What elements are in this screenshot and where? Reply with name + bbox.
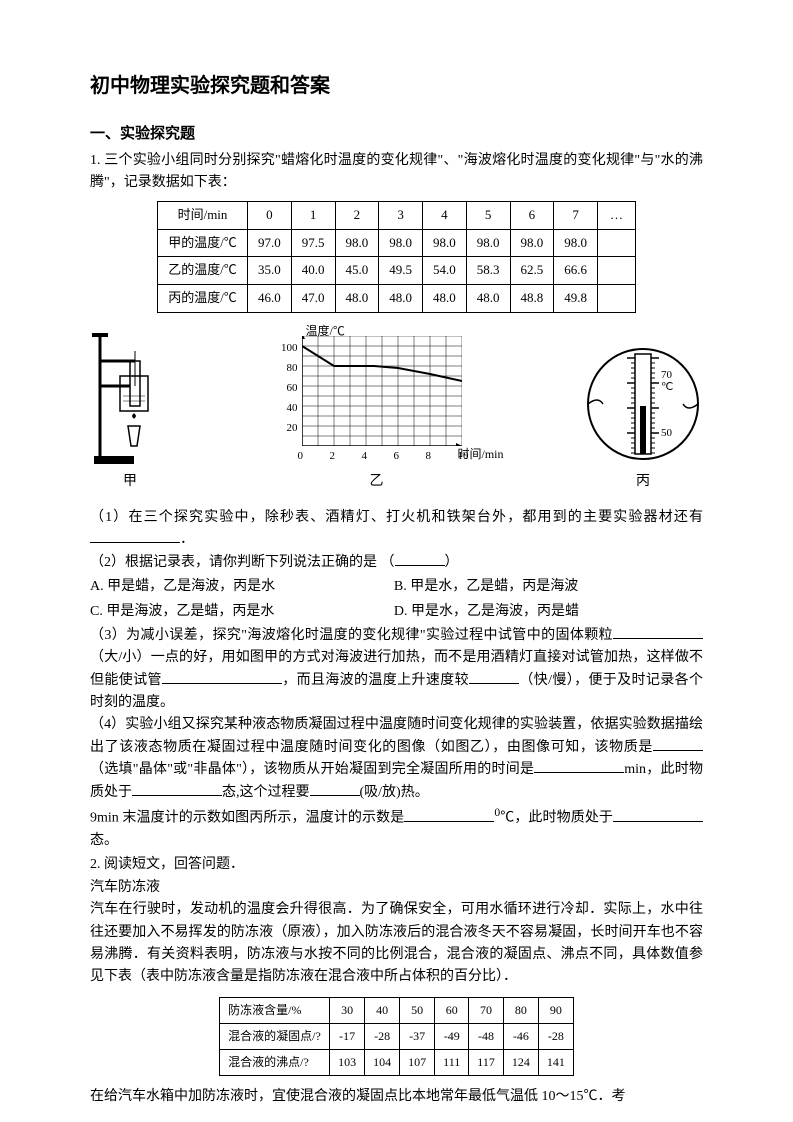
svg-text:℃: ℃ — [661, 381, 673, 393]
options-row1: A. 甲是蜡，乙是海波，丙是水 B. 甲是水，乙是蜡，丙是海波 — [90, 576, 703, 598]
table-row: 时间/min 0 1 2 3 4 5 6 7 … — [158, 201, 636, 229]
table-row: 甲的温度/℃ 97.097.598.098.098.098.098.098.0 — [158, 229, 636, 257]
q1-intro: 1. 三个实验小组同时分别探究"蜡熔化时温度的变化规律"、"海波熔化时温度的变化… — [90, 150, 703, 195]
q2-foot: 在给汽车水箱中加防冻液时，宜使混合液的凝固点比本地常年最低气温低 10～15℃．… — [90, 1086, 703, 1108]
svg-text:70: 70 — [661, 369, 673, 381]
figure-jia: 甲 — [90, 331, 170, 493]
t1-header-label: 时间/min — [158, 201, 248, 229]
q2-title: 汽车防冻液 — [90, 877, 703, 899]
section-heading: 一、实验探究题 — [90, 122, 703, 146]
q1-sub4: （4）实验小组又探究某种液态物质凝固过程中温度随时间变化规律的实验装置，依据实验… — [90, 714, 703, 804]
table-row: 混合液的沸点/? 103104107111117124141 — [220, 1050, 574, 1076]
figure-bing: 70 ℃ 50 丙 — [583, 336, 703, 493]
data-table-1: 时间/min 0 1 2 3 4 5 6 7 … 甲的温度/℃ 97.097.5… — [157, 201, 636, 313]
table-row: 混合液的凝固点/? -17-28-37-49-48-46-28 — [220, 1024, 574, 1050]
option-a: A. 甲是蜡，乙是海波，丙是水 — [90, 576, 390, 598]
q1-sub5: 9min 末温度计的示数如图丙所示，温度计的示数是0℃，此时物质处于态。 — [90, 804, 703, 852]
q2-head: 2. 阅读短文，回答问题． — [90, 854, 703, 876]
option-c: C. 甲是海波，乙是蜡，丙是水 — [90, 601, 390, 623]
line-chart — [302, 336, 462, 446]
figure-yi: 温度/℃ 20406080100 0246810 时间/min 乙 — [272, 326, 482, 493]
fig-label-a: 甲 — [123, 471, 137, 493]
option-d: D. 甲是水，乙是海波，丙是蜡 — [394, 601, 694, 623]
fig-label-b: 乙 — [370, 471, 384, 493]
q1-sub1: （1）在三个探究实验中，除秒表、酒精灯、打火机和铁架台外，都用到的主要实验器材还… — [90, 507, 703, 552]
q1-sub3: （3）为减小误差，探究"海波熔化时温度的变化规律"实验过程中试管中的固体颗粒（大… — [90, 625, 703, 715]
table-row: 丙的温度/℃ 46.047.048.048.048.048.048.849.8 — [158, 285, 636, 313]
option-b: B. 甲是水，乙是蜡，丙是海波 — [394, 576, 694, 598]
svg-text:50: 50 — [661, 427, 673, 439]
data-table-2: 防冻液含量/% 30405060708090 混合液的凝固点/? -17-28-… — [219, 997, 574, 1077]
table-row: 防冻液含量/% 30405060708090 — [220, 997, 574, 1023]
figure-row: 甲 温度/℃ 20406080100 0246810 时间/min 乙 — [90, 323, 703, 493]
thermometer-icon: 70 ℃ 50 — [583, 336, 703, 471]
fig-label-c: 丙 — [636, 471, 650, 493]
q1-sub2: （2）根据记录表，请你判断下列说法正确的是 （） — [90, 552, 703, 574]
table-row: 乙的温度/℃ 35.040.045.049.554.058.362.566.6 — [158, 257, 636, 285]
apparatus-icon — [90, 331, 170, 471]
options-row2: C. 甲是海波，乙是蜡，丙是水 D. 甲是水，乙是海波，丙是蜡 — [90, 601, 703, 623]
q2-body: 汽车在行驶时，发动机的温度会升得很高．为了确保安全，可用水循环进行冷却．实际上，… — [90, 899, 703, 989]
x-axis-title: 时间/min — [457, 445, 503, 464]
page-title: 初中物理实验探究题和答案 — [90, 70, 703, 102]
